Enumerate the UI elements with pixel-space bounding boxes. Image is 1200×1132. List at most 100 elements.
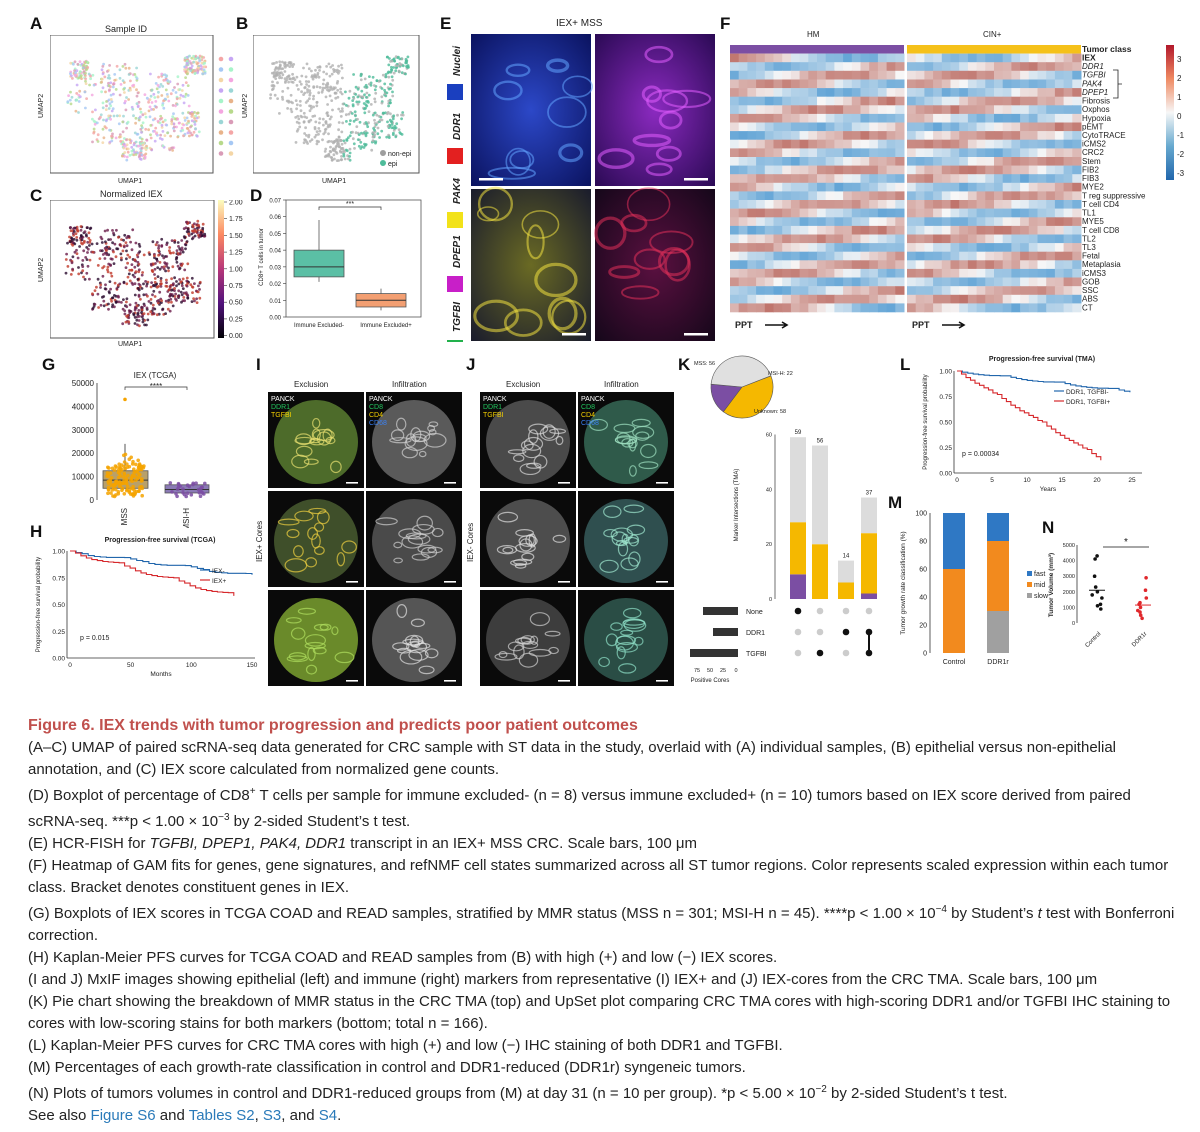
legend-non-epi: non-epi bbox=[380, 150, 411, 158]
heatmap-cell bbox=[915, 62, 925, 72]
umap-point bbox=[283, 70, 287, 73]
umap-point bbox=[69, 229, 73, 233]
umap-point bbox=[70, 74, 73, 78]
umap-point bbox=[380, 95, 384, 99]
panel-label-f: F bbox=[720, 14, 731, 33]
umap-point bbox=[168, 285, 172, 288]
heatmap-cell bbox=[764, 79, 774, 89]
umap-point bbox=[125, 282, 129, 286]
umap-point bbox=[324, 120, 328, 124]
umap-point bbox=[343, 157, 347, 161]
link-table-s3[interactable]: S3 bbox=[262, 1107, 282, 1124]
link-figure-s6[interactable]: Figure S6 bbox=[90, 1107, 156, 1124]
heatmap-cell bbox=[869, 277, 879, 287]
heatmap-cell bbox=[985, 88, 995, 97]
heatmap-cell bbox=[907, 251, 917, 261]
umap-point bbox=[133, 275, 136, 279]
heatmap-cell bbox=[924, 105, 934, 115]
umap-point bbox=[112, 92, 115, 96]
heatmap-cell bbox=[1046, 79, 1056, 89]
heatmap-cell bbox=[869, 225, 879, 235]
heatmap-cell bbox=[1028, 243, 1038, 252]
umap-point bbox=[325, 154, 328, 157]
heatmap-cell bbox=[941, 286, 951, 296]
umap-point bbox=[112, 233, 116, 237]
heatmap-cell bbox=[1063, 277, 1073, 287]
heatmap-row-label: Metaplasia bbox=[1082, 260, 1121, 269]
heatmap-cell bbox=[730, 62, 740, 72]
heatmap-cell bbox=[886, 208, 896, 218]
heatmap-cell bbox=[773, 191, 783, 201]
link-table-s2[interactable]: Tables S2 bbox=[188, 1107, 255, 1124]
umap-point bbox=[84, 82, 88, 85]
umap-point bbox=[72, 230, 76, 233]
umap-point bbox=[102, 118, 105, 122]
umap-point bbox=[139, 110, 143, 114]
heatmap-cell bbox=[790, 260, 801, 270]
umap-point bbox=[345, 149, 349, 153]
umap-point bbox=[107, 107, 111, 110]
umap-point bbox=[181, 250, 185, 254]
heatmap-cell bbox=[817, 79, 827, 89]
heatmap-cell bbox=[773, 105, 783, 115]
umap-point bbox=[338, 145, 341, 149]
link-table-s4[interactable]: S4 bbox=[318, 1107, 338, 1124]
heatmap-cell bbox=[808, 303, 818, 313]
heatmap-cell bbox=[967, 260, 978, 270]
umap-point bbox=[369, 103, 373, 106]
heatmap-cell bbox=[860, 88, 870, 97]
heatmap-cell bbox=[1028, 139, 1038, 149]
heatmap-cell bbox=[915, 191, 925, 201]
heatmap-cell bbox=[747, 251, 757, 261]
heatmap-cell bbox=[756, 105, 766, 115]
tissue-texture bbox=[620, 629, 634, 636]
umap-point bbox=[121, 120, 125, 124]
umap-point bbox=[350, 112, 354, 115]
umap-point bbox=[160, 72, 164, 76]
umap-point bbox=[318, 65, 322, 69]
heatmap-cell bbox=[1046, 191, 1056, 201]
umap-point bbox=[330, 99, 334, 102]
heatmap-cell bbox=[941, 268, 951, 278]
umap-point bbox=[160, 299, 163, 302]
umap-point bbox=[71, 77, 74, 80]
colorbar-label: 2.00 bbox=[229, 200, 243, 207]
mss-point bbox=[110, 466, 115, 471]
umap-point bbox=[108, 64, 111, 67]
heatmap-cell bbox=[843, 234, 853, 244]
heatmap-cell bbox=[851, 96, 861, 106]
heatmap-cell bbox=[1063, 251, 1073, 261]
umap-point bbox=[99, 283, 103, 287]
heatmap-cell bbox=[1054, 234, 1065, 244]
umap-point bbox=[89, 77, 92, 81]
heatmap-cell bbox=[994, 70, 1004, 80]
umap-point bbox=[272, 62, 276, 65]
umap-point bbox=[109, 238, 112, 241]
heatmap-cell bbox=[994, 303, 1004, 313]
umap-point bbox=[157, 75, 160, 79]
heatmap-cell bbox=[799, 303, 809, 313]
heatmap-cell bbox=[1063, 148, 1073, 158]
umap-point bbox=[295, 120, 299, 124]
heatmap-cell bbox=[985, 182, 995, 192]
heatmap-cell bbox=[782, 251, 792, 261]
umap-point bbox=[371, 75, 375, 79]
umap-point bbox=[187, 119, 190, 123]
umap-point bbox=[398, 131, 402, 134]
umap-point bbox=[290, 80, 293, 84]
heatmap-cell bbox=[1046, 208, 1056, 218]
umap-point bbox=[321, 117, 325, 121]
heatmap-cell bbox=[1011, 303, 1021, 313]
panel-c-xlabel: UMAP1 bbox=[118, 341, 143, 348]
heatmap-cell bbox=[985, 79, 995, 89]
umap-point bbox=[383, 82, 387, 86]
umap-point bbox=[329, 145, 332, 149]
umap-point bbox=[177, 295, 181, 298]
umap-point bbox=[171, 104, 175, 107]
y-tick-label: 40 bbox=[919, 595, 927, 602]
umap-point bbox=[176, 252, 180, 255]
heatmap-cell bbox=[1028, 148, 1038, 158]
heatmap-cell bbox=[747, 165, 757, 175]
heatmap-cell bbox=[950, 131, 960, 140]
umap-point bbox=[342, 152, 346, 156]
